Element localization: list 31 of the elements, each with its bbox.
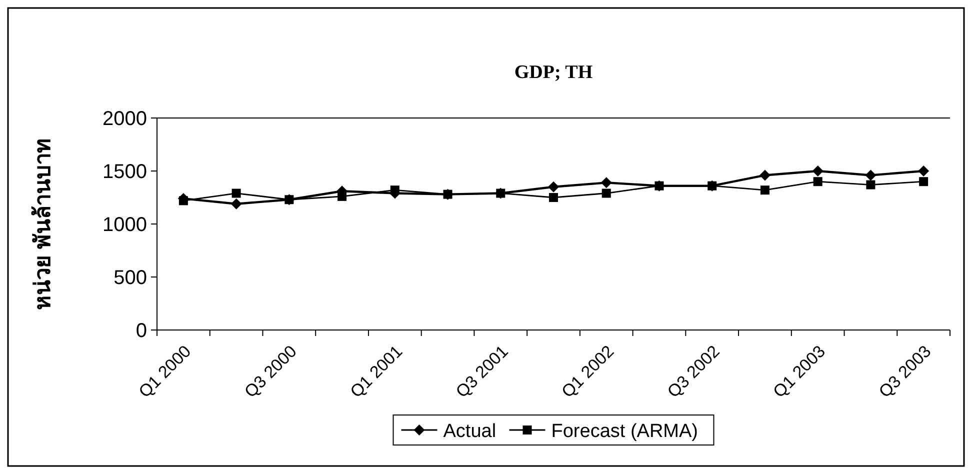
y-axis-title: หน่วย พันล้านบาท [30, 138, 55, 310]
point [230, 198, 242, 210]
point [865, 170, 876, 181]
y-tick-label: 500 [114, 267, 147, 289]
point [284, 195, 294, 204]
point [496, 188, 506, 198]
point [866, 180, 876, 190]
point [600, 177, 612, 188]
y-tick-label: 1000 [102, 214, 147, 236]
point [443, 190, 452, 199]
point [390, 186, 400, 195]
point [338, 192, 347, 201]
point [602, 188, 611, 198]
point [812, 166, 824, 176]
point [548, 181, 559, 192]
point [813, 177, 822, 186]
point [760, 186, 770, 195]
y-tick-label: 1500 [102, 161, 147, 183]
y-tick-label: 2000 [102, 108, 147, 130]
point [549, 193, 558, 202]
y-tick-label: 0 [136, 320, 147, 342]
point [654, 181, 664, 190]
point [232, 188, 241, 198]
point [918, 166, 930, 176]
point [178, 196, 188, 206]
point [919, 177, 928, 186]
legend-label: Forecast (ARMA) [551, 421, 698, 442]
point [759, 170, 770, 181]
point [708, 181, 717, 190]
chart-title: GDP; TH [514, 62, 593, 83]
legend-label: Actual [443, 421, 496, 442]
